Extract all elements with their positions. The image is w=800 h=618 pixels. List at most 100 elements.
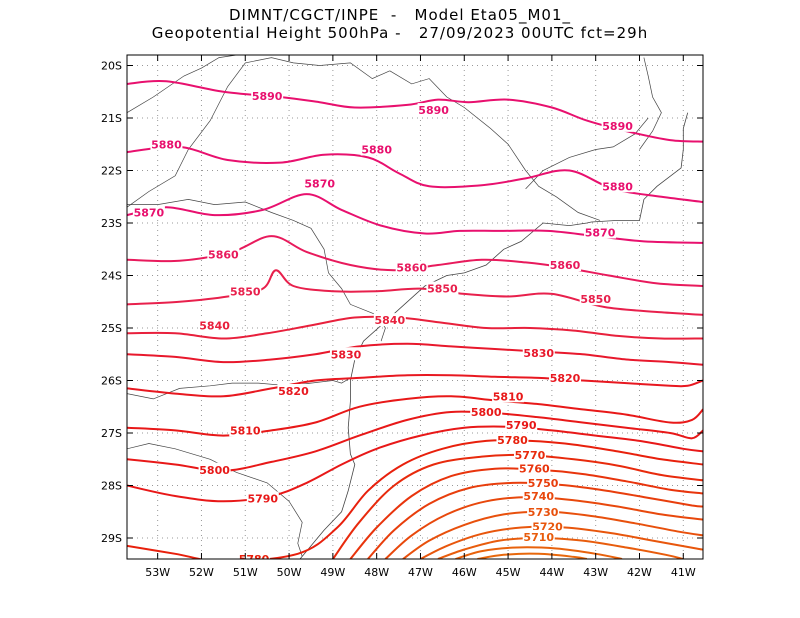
title-line-2: Geopotential Height 500hPa - 27/09/2023 … xyxy=(151,24,649,42)
contour-label-bg xyxy=(246,491,279,505)
contour-label: 5780 xyxy=(239,553,270,566)
contour-5780 xyxy=(127,439,703,559)
contour-label: 5870 xyxy=(585,226,616,239)
contour-label: 5870 xyxy=(304,178,335,191)
contour-label-bg xyxy=(229,284,262,298)
state-border xyxy=(127,199,386,342)
lat-tick-label: 28S xyxy=(101,480,122,493)
contour-label-bg xyxy=(527,504,560,518)
lon-tick-label: 49W xyxy=(320,566,345,579)
lon-tick-label: 50W xyxy=(277,566,302,579)
contour-label: 5840 xyxy=(375,314,406,327)
contour-label-bg xyxy=(549,370,582,384)
contour-label: 5860 xyxy=(550,259,581,272)
lon-tick-label: 53W xyxy=(145,566,170,579)
contour-label: 5730 xyxy=(528,506,559,519)
contour-5770 xyxy=(332,453,703,559)
contour-5880 xyxy=(127,145,703,203)
contour-label: 5830 xyxy=(523,347,554,360)
contour-label-bg xyxy=(207,247,240,261)
contour-label: 5830 xyxy=(331,348,362,361)
contour-5820 xyxy=(127,374,703,398)
contour-label-bg xyxy=(373,313,406,327)
lat-tick-label: 22S xyxy=(101,165,122,178)
lat-tick-label: 27S xyxy=(101,427,122,440)
contour-label: 5790 xyxy=(506,419,537,432)
state-border xyxy=(127,55,237,114)
lon-tick-label: 45W xyxy=(496,566,521,579)
contour-label: 5890 xyxy=(252,90,283,103)
lon-tick-label: 41W xyxy=(671,566,696,579)
lon-tick-label: 51W xyxy=(233,566,258,579)
contour-label: 5850 xyxy=(580,293,611,306)
contour-label-bg xyxy=(505,418,538,432)
contour-label-bg xyxy=(531,519,564,533)
contour-label-bg xyxy=(601,118,634,132)
title-line-1: DIMNT/CGCT/INPE - Model Eta05_M01_ xyxy=(228,6,572,24)
contour-label-bg xyxy=(198,462,231,476)
contour-label: 5820 xyxy=(278,385,309,398)
contour-label-bg xyxy=(579,292,612,306)
contour-label: 5800 xyxy=(471,406,502,419)
lon-tick-label: 44W xyxy=(539,566,564,579)
contour-label-bg xyxy=(198,318,231,332)
lon-tick-label: 43W xyxy=(583,566,608,579)
contour-label: 5790 xyxy=(247,493,278,506)
contour-label: 5890 xyxy=(602,120,633,133)
coastline xyxy=(299,112,689,559)
contour-label-bg xyxy=(238,552,271,559)
contour-5710 xyxy=(437,537,684,559)
contour-label: 5860 xyxy=(208,249,239,262)
contour-label-bg xyxy=(522,346,555,360)
contour-5800 xyxy=(127,410,703,472)
contour-label-bg xyxy=(522,489,555,502)
contour-label: 5860 xyxy=(396,262,427,275)
contour-5760 xyxy=(349,467,703,559)
state-border xyxy=(127,377,351,400)
contour-label: 5770 xyxy=(515,449,546,462)
contour-label: 5880 xyxy=(602,180,633,193)
contour-5720 xyxy=(420,525,703,559)
contour-label-bg xyxy=(518,461,551,475)
state-border xyxy=(639,57,662,150)
contour-label: 5880 xyxy=(361,144,392,157)
lat-tick-label: 26S xyxy=(101,375,122,388)
contour-5810 xyxy=(127,395,703,437)
contour-label-bg xyxy=(584,225,617,239)
contour-label-bg xyxy=(229,423,262,437)
contour-label-bg xyxy=(527,475,560,489)
contour-5790 xyxy=(127,425,703,503)
contour-label-bg xyxy=(513,448,546,462)
lat-tick-label: 20S xyxy=(101,60,122,73)
contour-label-bg xyxy=(395,260,428,274)
contour-5840 xyxy=(127,315,703,340)
contour-label-bg xyxy=(360,142,393,156)
contour-label-bg xyxy=(132,205,165,219)
contour-label-bg xyxy=(426,281,459,295)
contour-label: 5850 xyxy=(427,283,458,296)
contour-label-bg xyxy=(303,176,336,190)
contour-label-bg xyxy=(601,179,634,193)
contour-label-bg xyxy=(522,529,555,543)
contour-label-bg xyxy=(150,137,183,151)
contour-label: 5840 xyxy=(199,319,230,332)
contour-label: 5820 xyxy=(550,372,581,385)
lat-tick-label: 23S xyxy=(101,217,122,230)
contour-label: 5890 xyxy=(418,104,449,117)
contour-label-bg xyxy=(496,432,529,446)
contour-label-bg xyxy=(417,103,450,117)
contour-label: 5710 xyxy=(523,531,554,544)
contour-label: 5750 xyxy=(528,477,559,490)
contour-5870 xyxy=(127,193,703,244)
contour-label-bg xyxy=(549,258,582,271)
state-border xyxy=(127,57,390,208)
contour-label: 5780 xyxy=(497,434,528,447)
contour-label-bg xyxy=(470,405,503,418)
contour-label: 5810 xyxy=(493,390,524,403)
state-border xyxy=(127,443,303,557)
contour-label: 5800 xyxy=(199,464,230,477)
contour-label-bg xyxy=(277,384,310,397)
state-border xyxy=(389,70,601,221)
